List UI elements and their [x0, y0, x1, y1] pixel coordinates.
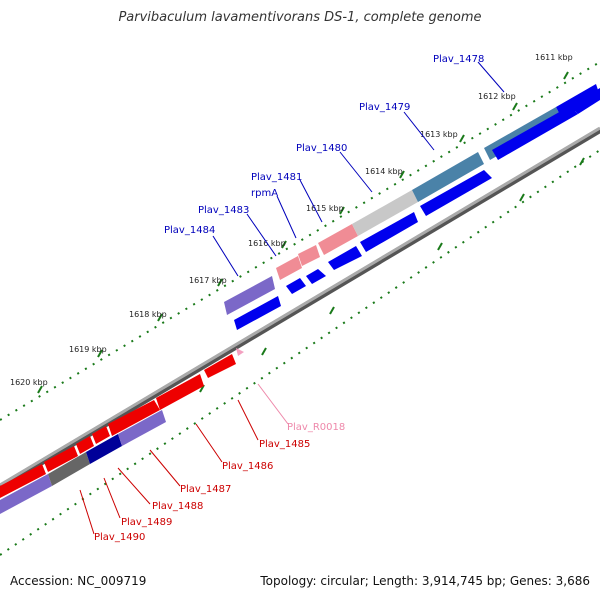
tick-labels: 1611 kbp 1612 kbp 1613 kbp 1614 kbp 1615…	[10, 53, 573, 387]
forward-gene	[492, 106, 578, 160]
leader-line	[299, 179, 323, 223]
gene-label: Plav_1488	[152, 501, 203, 512]
gene-label: Plav_1490	[94, 532, 145, 543]
reverse-gene	[156, 374, 204, 410]
reverse-gene	[236, 348, 244, 356]
inner-scale-line	[0, 149, 600, 556]
reverse-gene	[204, 354, 236, 378]
gene-label: Plav_1484	[164, 225, 215, 236]
tick-mark	[329, 306, 335, 315]
leader-line	[246, 213, 277, 257]
tick-mark	[437, 242, 443, 251]
backbone	[0, 126, 600, 490]
feature-block	[352, 190, 418, 236]
reverse-gene	[0, 464, 46, 498]
forward-gene	[306, 269, 326, 284]
reverse-gene	[76, 436, 94, 454]
label-leaders	[79, 61, 505, 535]
reverse-gene	[44, 446, 78, 472]
leader-line	[477, 61, 505, 93]
reverse-gene	[108, 400, 160, 436]
feature-block	[412, 152, 484, 202]
leader-line	[195, 423, 223, 463]
tick-marks	[19, 71, 585, 501]
feature-block	[298, 245, 320, 266]
gene-label: Plav_1486	[222, 461, 273, 472]
gene-label: Plav_1483	[198, 205, 249, 216]
gene-label: Plav_1481	[251, 172, 302, 183]
leader-line	[79, 489, 95, 535]
tick-mark	[339, 206, 345, 215]
leader-line	[257, 383, 289, 425]
tick-mark	[563, 71, 569, 80]
gene-label: Plav_1478	[433, 54, 484, 65]
tick-mark	[399, 170, 405, 179]
gene-label: rpmA	[251, 188, 278, 199]
leader-line	[212, 235, 239, 277]
tick-label: 1617 kbp	[189, 276, 227, 285]
gene-label: Plav_1487	[180, 484, 231, 495]
tick-label: 1613 kbp	[420, 130, 458, 139]
tick-mark	[579, 157, 585, 166]
feature-block	[48, 452, 90, 486]
tick-label: 1615 kbp	[306, 204, 344, 213]
tick-mark	[281, 240, 287, 249]
gene-label: Plav_1479	[359, 102, 410, 113]
gene-label: Plav_1480	[296, 143, 347, 154]
feature-block	[0, 474, 52, 514]
forward-gene	[360, 212, 418, 252]
tick-label: 1612 kbp	[478, 92, 516, 101]
outer-scale-line	[0, 61, 600, 421]
tick-mark	[37, 385, 43, 394]
feature-block	[118, 410, 166, 446]
tick-mark	[217, 278, 223, 287]
genome-summary-text: Topology: circular; Length: 3,914,745 bp…	[260, 574, 590, 588]
forward-gene	[286, 278, 306, 294]
forward-gene	[234, 296, 281, 330]
backbone-line	[0, 126, 600, 487]
reverse-gene-labels: Plav_R0018 Plav_1485 Plav_1486 Plav_1487…	[94, 422, 345, 543]
backbone-shadow	[0, 127, 600, 490]
gene-label: Plav_1485	[259, 439, 310, 450]
leader-line	[237, 399, 259, 441]
forward-gene	[328, 246, 362, 270]
tick-mark	[512, 102, 518, 111]
leader-line	[403, 111, 435, 151]
tick-mark	[97, 349, 103, 358]
leader-line	[149, 449, 181, 487]
gene-label: Plav_R0018	[287, 422, 345, 433]
reverse-gene	[92, 426, 110, 444]
forward-gene	[420, 170, 492, 216]
feature-block	[318, 224, 358, 255]
feature-block	[276, 256, 302, 280]
leader-line	[103, 477, 121, 519]
leader-line	[276, 195, 297, 239]
leader-line	[117, 467, 151, 505]
accession-text: Accession: NC_009719	[10, 574, 147, 588]
forward-gene	[570, 88, 600, 114]
forward-genes	[234, 88, 600, 330]
tick-mark	[261, 347, 267, 356]
tick-label: 1619 kbp	[69, 345, 107, 354]
feature-block	[86, 434, 122, 464]
leader-line	[339, 151, 373, 193]
reverse-genes	[0, 348, 244, 498]
tick-label: 1620 kbp	[10, 378, 48, 387]
tick-label: 1618 kbp	[129, 310, 167, 319]
tick-mark	[459, 134, 465, 143]
map-title: Parvibaculum lavamentivorans DS-1, compl…	[118, 10, 482, 25]
tick-label: 1614 kbp	[365, 167, 403, 176]
tick-mark	[157, 313, 163, 322]
forward-gene-labels: Plav_1478 Plav_1479 Plav_1480 Plav_1481 …	[164, 54, 484, 236]
tick-label: 1611 kbp	[535, 53, 573, 62]
feature-block	[224, 276, 275, 315]
scale-track	[0, 61, 600, 556]
gene-label: Plav_1489	[121, 517, 172, 528]
tick-mark	[519, 193, 525, 202]
